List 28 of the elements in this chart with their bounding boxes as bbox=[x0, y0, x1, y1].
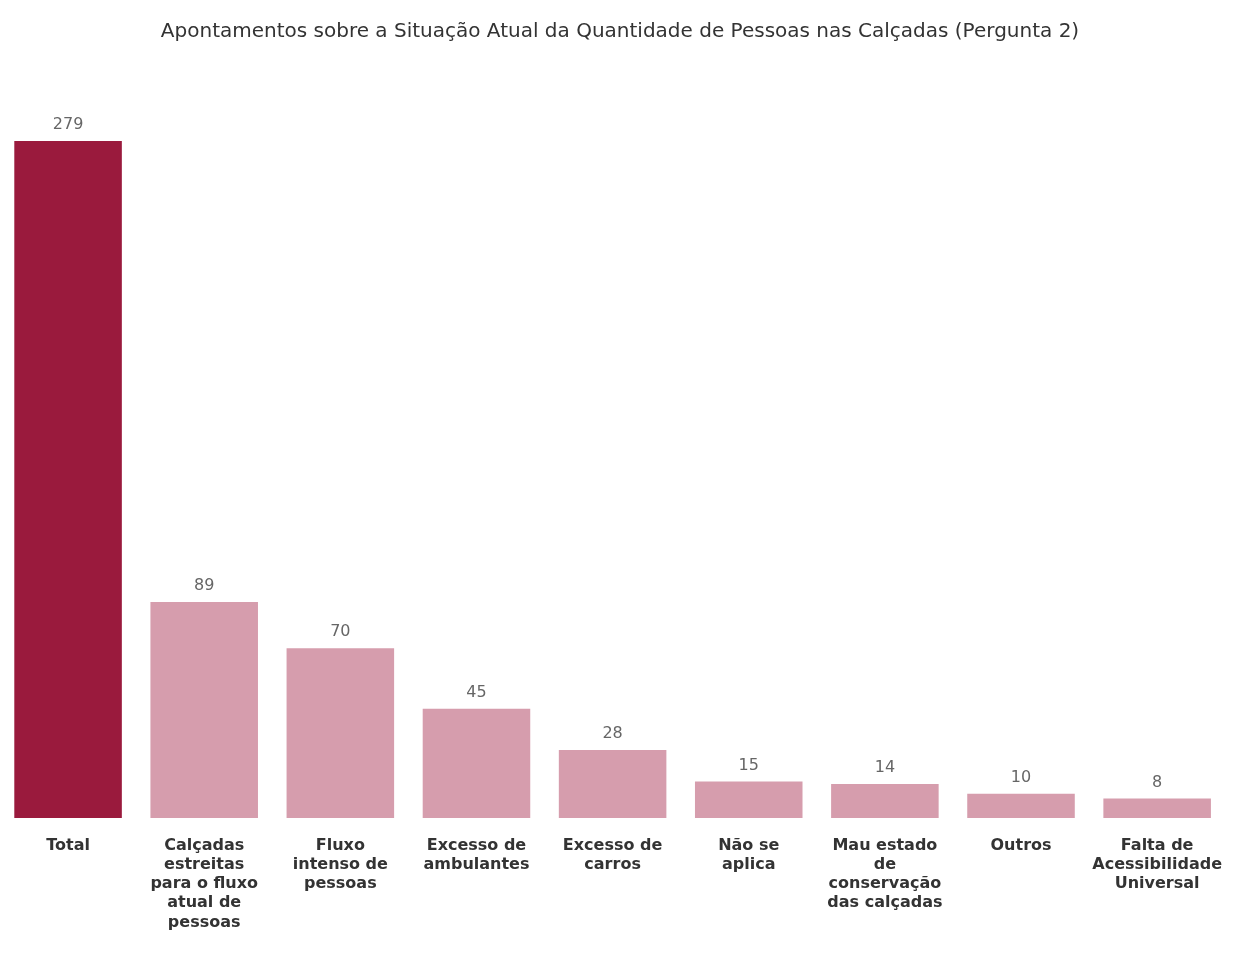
data-label: 279 bbox=[52, 114, 84, 134]
bar bbox=[1103, 798, 1211, 818]
x-tick-label: Outros bbox=[990, 834, 1052, 854]
data-label: 89 bbox=[194, 575, 215, 595]
data-label: 14 bbox=[874, 757, 896, 777]
x-tick-label: Excesso de ambulantes bbox=[423, 834, 530, 873]
chart-title: Apontamentos sobre a Situação Atual da Quantidade de Pessoas nas Calçadas (Pergunta 2) bbox=[159, 17, 1081, 44]
bar bbox=[150, 602, 258, 818]
x-tick-label: Falta de Acessibilidade Universal bbox=[1092, 834, 1223, 893]
bar bbox=[831, 784, 939, 818]
data-label: 70 bbox=[330, 621, 351, 641]
data-label: 15 bbox=[738, 754, 759, 774]
bar bbox=[286, 648, 395, 818]
bar bbox=[967, 793, 1075, 818]
x-tick-label: Excesso de carros bbox=[562, 834, 663, 873]
bar bbox=[694, 781, 803, 818]
x-tick-label: Não se aplica bbox=[718, 834, 780, 873]
data-label: 28 bbox=[602, 723, 623, 743]
data-label: 8 bbox=[1152, 771, 1163, 791]
bar bbox=[558, 750, 667, 818]
bar bbox=[422, 708, 531, 818]
x-tick-label: Total bbox=[46, 834, 90, 854]
x-tick-label: Fluxo intenso de pessoas bbox=[292, 834, 389, 893]
data-label: 10 bbox=[1010, 766, 1032, 786]
bar bbox=[14, 140, 122, 818]
x-tick-label: Mau estado de conservação das calçadas bbox=[827, 834, 943, 912]
data-label: 45 bbox=[466, 681, 487, 701]
x-tick-label: Calçadas estreitas para o fluxo atual de pessoas bbox=[150, 834, 259, 931]
